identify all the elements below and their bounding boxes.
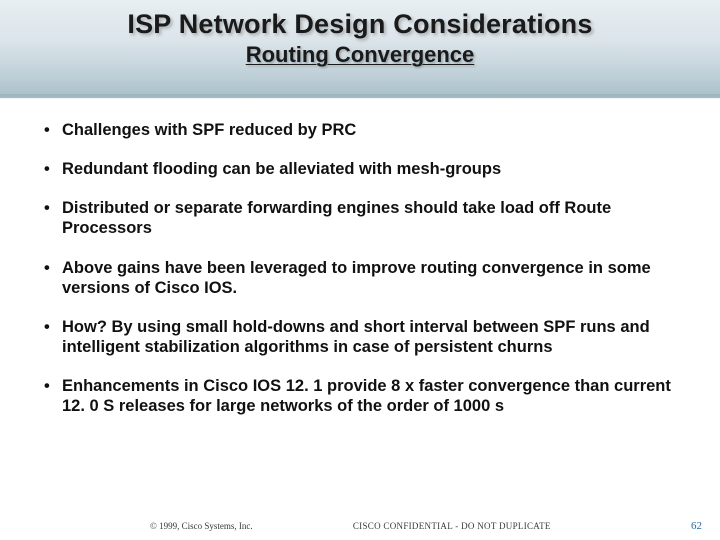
bullet-item: Redundant flooding can be alleviated wit… xyxy=(40,159,680,179)
bullet-item: Above gains have been leveraged to impro… xyxy=(40,258,680,298)
bullet-item: Challenges with SPF reduced by PRC xyxy=(40,120,680,140)
copyright-text: © 1999, Cisco Systems, Inc. xyxy=(150,521,253,531)
bullet-list: Challenges with SPF reduced by PRC Redun… xyxy=(40,120,680,416)
page-number: 62 xyxy=(691,520,702,532)
content-area: Challenges with SPF reduced by PRC Redun… xyxy=(0,98,720,416)
header-band: ISP Network Design Considerations Routin… xyxy=(0,0,720,98)
footer: © 1999, Cisco Systems, Inc. CISCO CONFID… xyxy=(0,520,720,532)
slide-subtitle: Routing Convergence xyxy=(0,42,720,68)
slide-title: ISP Network Design Considerations xyxy=(0,10,720,38)
bullet-item: How? By using small hold-downs and short… xyxy=(40,317,680,357)
bullet-item: Enhancements in Cisco IOS 12. 1 provide … xyxy=(40,376,680,416)
slide: ISP Network Design Considerations Routin… xyxy=(0,0,720,540)
confidential-text: CISCO CONFIDENTIAL - DO NOT DUPLICATE xyxy=(353,521,551,531)
bullet-item: Distributed or separate forwarding engin… xyxy=(40,198,680,238)
